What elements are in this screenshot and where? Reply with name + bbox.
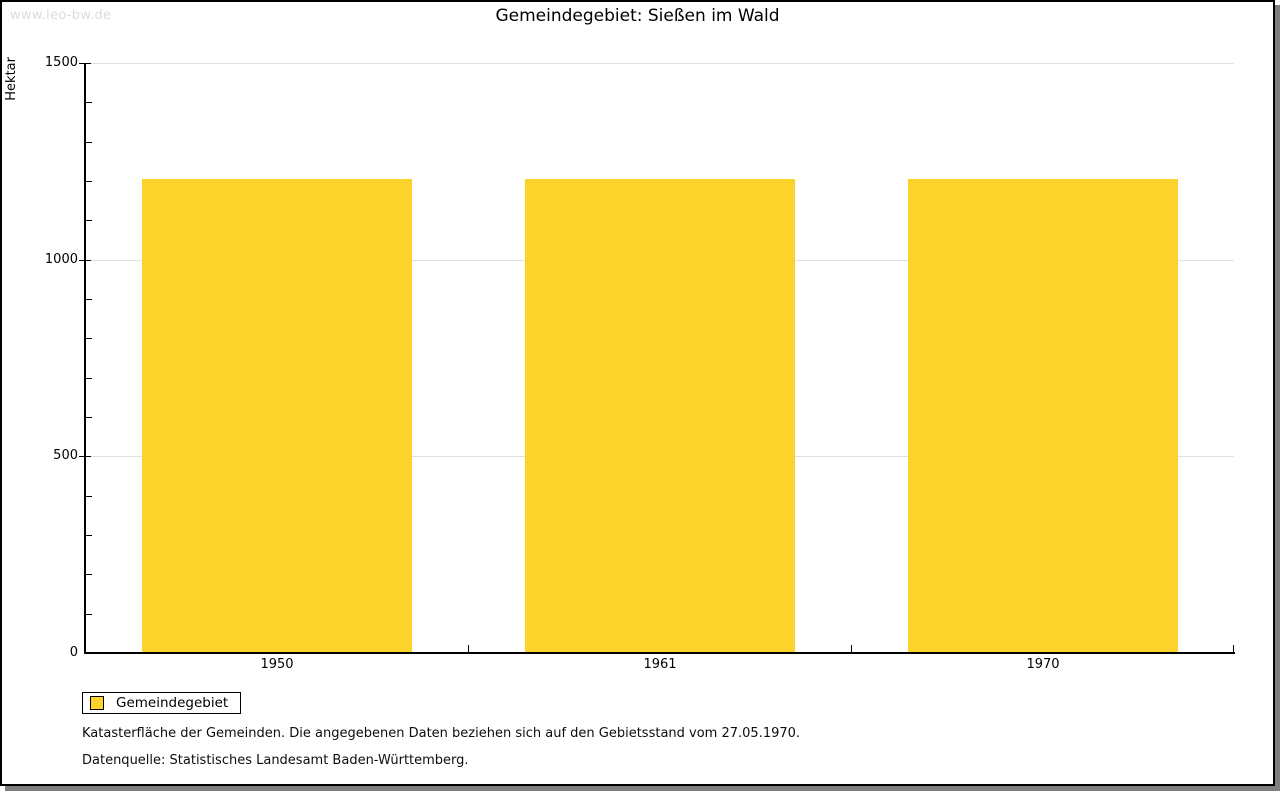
y-tick-label-500: 500 [53, 448, 78, 464]
watermark: www.leo-bw.de [10, 8, 112, 23]
legend-swatch-icon [90, 696, 104, 710]
x-axis-line [84, 652, 1235, 654]
y-minor-tick-300 [86, 535, 92, 536]
y-minor-tick-800 [86, 338, 92, 340]
x-tick-label-1970: 1970 [1026, 657, 1060, 672]
bar-1970 [908, 179, 1178, 653]
bar-1961 [525, 179, 795, 653]
y-tick-label-1000: 1000 [44, 251, 78, 267]
legend-label: Gemeindegebiet [116, 695, 229, 711]
gridline-1500 [85, 63, 1234, 64]
y-minor-tick-900 [86, 299, 92, 300]
plot-area [79, 63, 1235, 654]
x-boundary-tick-1 [468, 645, 469, 653]
y-minor-tick-1300 [86, 141, 92, 143]
y-minor-tick-100 [86, 613, 92, 615]
footnote-data-source: Datenquelle: Statistisches Landesamt Bad… [82, 753, 469, 768]
x-boundary-tick-2 [851, 645, 852, 653]
y-minor-tick-600 [86, 417, 92, 418]
footnote-source-note: Katasterfläche der Gemeinden. Die angege… [82, 726, 801, 741]
y-minor-tick-1200 [86, 181, 92, 182]
bar-1950 [142, 179, 412, 653]
y-minor-tick-200 [86, 574, 92, 576]
y-axis-line [84, 63, 86, 653]
x-tick-label-1961: 1961 [643, 657, 677, 672]
y-minor-tick-400 [86, 495, 92, 497]
x-boundary-tick-3 [1233, 645, 1234, 653]
y-minor-tick-700 [86, 377, 92, 379]
y-tick-label-0: 0 [69, 645, 78, 660]
legend: Gemeindegebiet [82, 692, 242, 714]
y-minor-tick-1400 [86, 102, 92, 104]
chart-title: Gemeindegebiet: Sießen im Wald [495, 6, 780, 26]
x-tick-label-1950: 1950 [260, 657, 294, 672]
y-minor-tick-1100 [86, 220, 92, 222]
y-tick-label-1500: 1500 [44, 55, 78, 70]
